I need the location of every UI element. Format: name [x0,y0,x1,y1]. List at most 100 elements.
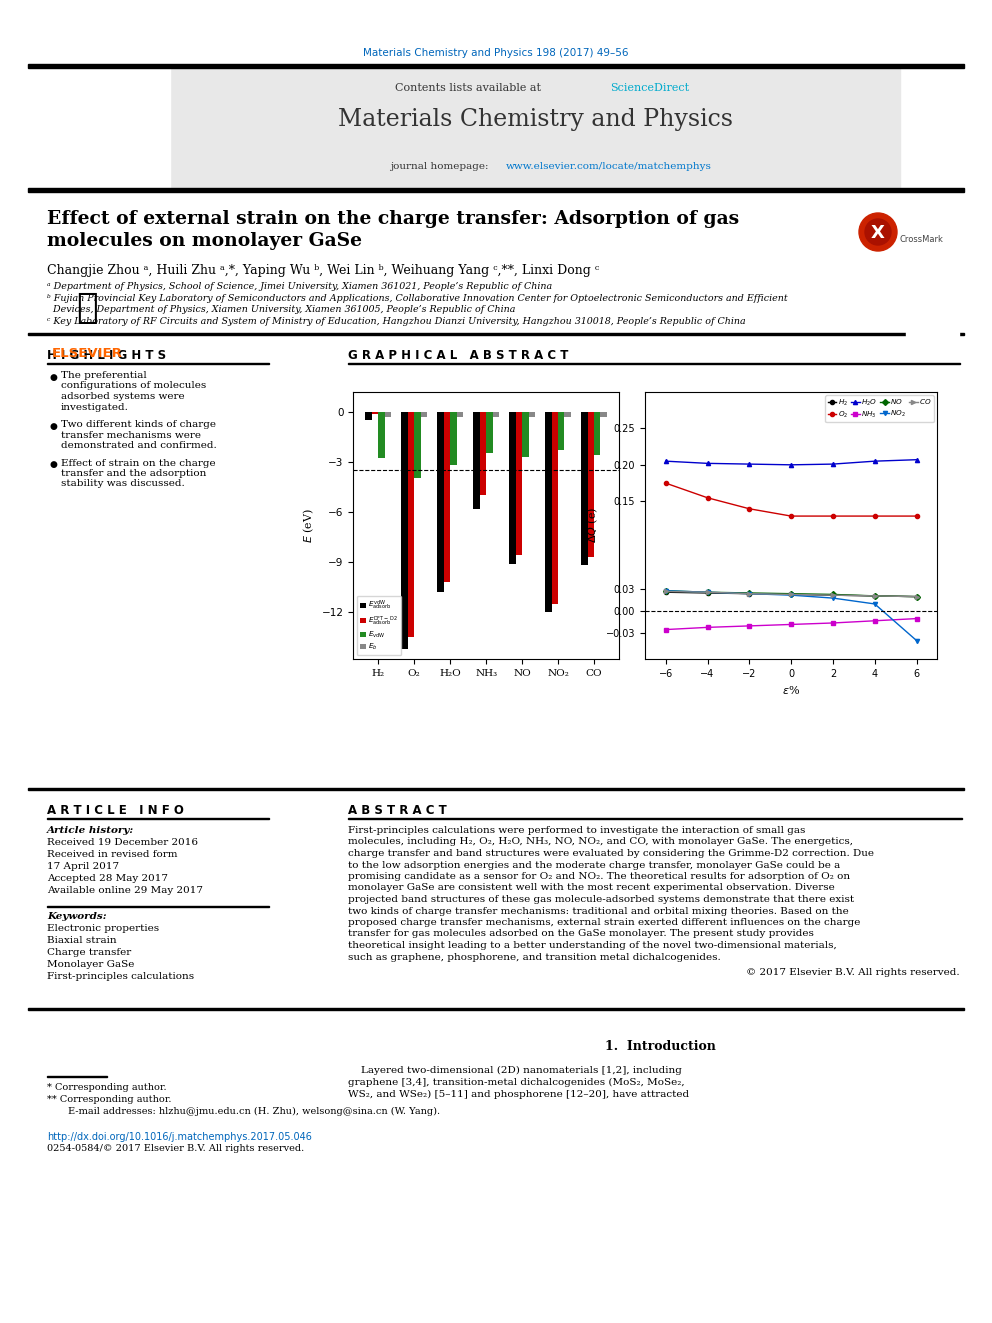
Text: transfer for gas molecules adsorbed on the GaSe monolayer. The present study pro: transfer for gas molecules adsorbed on t… [348,930,813,938]
Text: ᵇ Fujian Provincial Key Laboratory of Semiconductors and Applications, Collabora: ᵇ Fujian Provincial Key Laboratory of Se… [47,294,788,315]
Bar [443,411,450,582]
Bar [552,411,558,603]
$H_2$ [743,586,755,602]
Text: Article history:: Article history: [47,826,134,835]
Text: Materials Chemistry and Physics: Materials Chemistry and Physics [337,108,732,131]
$H_2$ [660,585,672,601]
Text: E-mail addresses: hlzhu@jmu.edu.cn (H. Zhu), welsong@sina.cn (W. Yang).: E-mail addresses: hlzhu@jmu.edu.cn (H. Z… [68,1107,440,1117]
Bar [587,411,594,557]
Text: First-principles calculations were performed to investigate the interaction of s: First-principles calculations were perfo… [348,826,806,835]
$CO$ [701,585,713,601]
Text: Received in revised form: Received in revised form [47,849,178,859]
$NO$ [743,585,755,601]
$NO$ [869,587,881,603]
$CO$ [660,583,672,599]
Line: $CO$: $CO$ [664,590,919,599]
$CO$ [786,586,798,602]
Bar [414,411,421,479]
Text: 🌲: 🌲 [76,291,98,325]
Text: 0254-0584/© 2017 Elsevier B.V. All rights reserved.: 0254-0584/© 2017 Elsevier B.V. All right… [47,1144,305,1154]
Text: to the low adsorption energies and the moderate charge transfer, monolayer GaSe : to the low adsorption energies and the m… [348,860,840,869]
Text: ●: ● [50,422,58,431]
Text: demonstrated and confirmed.: demonstrated and confirmed. [61,441,216,450]
Text: Electronic properties: Electronic properties [47,923,159,933]
Text: Biaxial strain: Biaxial strain [47,935,117,945]
Text: investigated.: investigated. [61,402,129,411]
Text: ●: ● [50,460,58,470]
$O_2$ [743,501,755,517]
Bar [906,308,959,314]
Text: www.elsevier.com/locate/matchemphys: www.elsevier.com/locate/matchemphys [506,161,712,171]
Text: 17 April 2017: 17 April 2017 [47,863,119,871]
$NH_3$ [701,619,713,635]
Text: monolayer GaSe are consistent well with the most recent experimental observation: monolayer GaSe are consistent well with … [348,884,834,893]
Bar [365,411,372,419]
Circle shape [859,213,897,251]
Text: ScienceDirect: ScienceDirect [610,83,689,93]
Text: G R A P H I C A L   A B S T R A C T: G R A P H I C A L A B S T R A C T [348,349,568,363]
Text: Accepted 28 May 2017: Accepted 28 May 2017 [47,875,168,882]
Bar [516,411,522,556]
Text: ELSEVIER: ELSEVIER [52,347,123,360]
$H_2O$ [660,454,672,470]
Bar [522,411,529,456]
Bar [564,411,571,417]
Bar [378,411,385,459]
Text: Effect of strain on the charge: Effect of strain on the charge [61,459,215,467]
Legend: $E_{\rm adsorb}^{\rm vdW}$, $E_{\rm adsorb}^{\rm DFT-D2}$, $E_{\rm vdW}$, $E_b$: $E_{\rm adsorb}^{\rm vdW}$, $E_{\rm adso… [357,595,401,655]
$NO_2$ [869,595,881,611]
Bar [28,333,964,335]
Text: theoretical insight leading to a better understanding of the novel two-dimension: theoretical insight leading to a better … [348,941,836,950]
$H_2O$ [786,456,798,472]
$O_2$ [869,508,881,524]
Bar [170,67,900,188]
Line: $H_2O$: $H_2O$ [664,458,919,467]
Bar [906,319,959,325]
$H_2$ [911,589,923,605]
Text: Two different kinds of charge: Two different kinds of charge [61,419,216,429]
$NO_2$ [660,583,672,599]
Text: A R T I C L E   I N F O: A R T I C L E I N F O [47,804,184,818]
Text: Received 19 December 2016: Received 19 December 2016 [47,837,198,847]
$NH_3$ [743,618,755,634]
Text: two kinds of charge transfer mechanisms: traditional and orbital mixing theories: two kinds of charge transfer mechanisms:… [348,906,849,916]
Bar [450,411,456,466]
Text: MATERIALS
CHEMISTRY AND
PHYSICS: MATERIALS CHEMISTRY AND PHYSICS [904,279,961,296]
Bar [401,411,408,648]
$O_2$ [786,508,798,524]
Text: journal homepage:: journal homepage: [390,161,492,171]
Text: Charge transfer: Charge transfer [47,949,131,957]
$H_2$ [869,587,881,603]
$CO$ [743,586,755,602]
$O_2$ [827,508,839,524]
Text: Materials Chemistry and Physics 198 (2017) 49–56: Materials Chemistry and Physics 198 (201… [363,48,629,58]
$NH_3$ [911,611,923,627]
Bar [906,355,959,360]
$NH_3$ [660,622,672,638]
$CO$ [827,587,839,603]
Bar [456,411,463,417]
Text: Layered two-dimensional (2D) nanomaterials [1,2], including
graphene [3,4], tran: Layered two-dimensional (2D) nanomateria… [348,1066,689,1099]
Text: ᵃ Department of Physics, School of Science, Jimei University, Xiamen 361021, Peo: ᵃ Department of Physics, School of Scien… [47,282,553,291]
Bar [473,411,479,508]
Bar [558,411,564,450]
Text: proposed charge transfer mechanisms, external strain exerted different influence: proposed charge transfer mechanisms, ext… [348,918,860,927]
Bar [372,411,378,414]
Text: stability was discussed.: stability was discussed. [61,479,185,488]
Bar [437,411,443,593]
Text: Available online 29 May 2017: Available online 29 May 2017 [47,886,203,894]
Text: transfer and the adsorption: transfer and the adsorption [61,468,206,478]
Text: molecules, including H₂, O₂, H₂O, NH₃, NO, NO₂, and CO, with monolayer GaSe. The: molecules, including H₂, O₂, H₂O, NH₃, N… [348,837,853,847]
Bar [545,411,552,613]
X-axis label: $\varepsilon$%: $\varepsilon$% [782,684,801,696]
Text: http://dx.doi.org/10.1016/j.matchemphys.2017.05.046: http://dx.doi.org/10.1016/j.matchemphys.… [47,1132,311,1142]
$NH_3$ [869,613,881,628]
$NO_2$ [743,586,755,602]
Bar [28,789,964,790]
$NO$ [827,586,839,602]
Text: Monolayer GaSe: Monolayer GaSe [47,960,134,968]
Circle shape [865,220,891,245]
$NO_2$ [786,587,798,603]
Text: © 2017 Elsevier B.V. All rights reserved.: © 2017 Elsevier B.V. All rights reserved… [746,968,960,976]
Bar [493,411,499,417]
